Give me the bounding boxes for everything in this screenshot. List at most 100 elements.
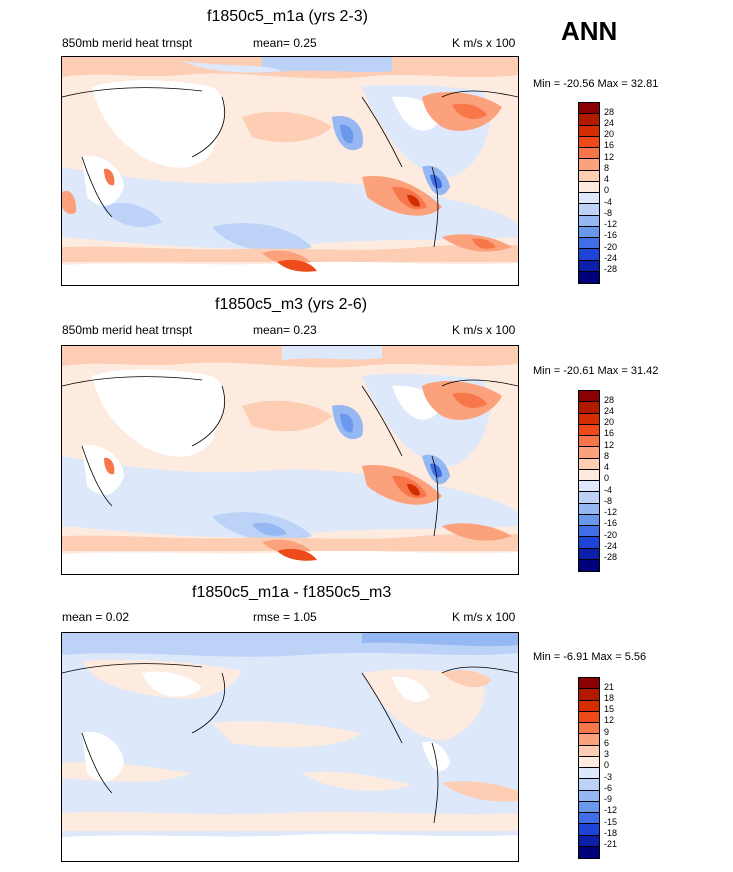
- panel-3-colorbar-swatch: [579, 813, 599, 825]
- panel-2-colorbar-swatch: [579, 548, 599, 560]
- panel-1-title: f1850c5_m1a (yrs 2-3): [207, 8, 368, 25]
- panel-2-colorbar-swatch: [579, 402, 599, 414]
- panel-3-colorbar-swatch: [579, 846, 599, 858]
- panel-3-colorbar-swatch: [579, 711, 599, 723]
- panel-1-map: [61, 56, 519, 286]
- panel-2-colorbar-swatch: [579, 526, 599, 538]
- panel-2-colorbar-swatch: [579, 447, 599, 459]
- panel-3-minmax: Min = -6.91 Max = 5.56: [533, 651, 647, 663]
- colorbar-tick-label: -20: [604, 242, 618, 252]
- colorbar-tick-label: 6: [604, 738, 610, 748]
- panel-2-colorbar-swatch: [579, 413, 599, 425]
- panel-2-colorbar-labels: 28 24 20 16 12 8 4 0 -4 -8 -12 -16 -20 -…: [604, 390, 644, 570]
- colorbar-tick-label: -24: [604, 541, 618, 551]
- panel-2-colorbar-swatch: [579, 469, 599, 481]
- colorbar-tick-label: -16: [604, 230, 618, 240]
- colorbar-tick-label: 0: [604, 185, 610, 195]
- panel-2-variable-label: 850mb merid heat trnspt: [62, 323, 193, 337]
- colorbar-tick-label: -28: [604, 552, 618, 562]
- colorbar-tick-label: 0: [604, 473, 610, 483]
- panel-1-colorbar-swatch: [579, 170, 599, 182]
- colorbar-tick-label: 21: [604, 682, 615, 692]
- colorbar-tick-label: -16: [604, 518, 618, 528]
- panel-2-colorbar-swatch: [579, 503, 599, 515]
- colorbar-tick-label: -15: [604, 817, 618, 827]
- colorbar-tick-label: 8: [604, 163, 610, 173]
- colorbar-tick-label: -12: [604, 507, 618, 517]
- panel-1-colorbar-swatch: [579, 249, 599, 261]
- panel-1-colorbar-swatch: [579, 193, 599, 205]
- colorbar-tick-label: 20: [604, 129, 615, 139]
- panel-3-colorbar-swatch: [579, 689, 599, 701]
- panel-3-units-label: K m/s x 100: [452, 610, 516, 624]
- colorbar-tick-label: -8: [604, 496, 613, 506]
- colorbar-tick-label: 4: [604, 462, 610, 472]
- panel-3-colorbar-swatch: [579, 745, 599, 757]
- panel-1-colorbar-swatch: [579, 238, 599, 250]
- colorbar-tick-label: 0: [604, 760, 610, 770]
- panel-3-colorbar-swatch: [579, 723, 599, 735]
- panel-1-colorbar-swatch: [579, 103, 599, 115]
- panel-3-colorbar-swatch: [579, 768, 599, 780]
- colorbar-tick-label: -24: [604, 253, 618, 263]
- panel-1-colorbar-swatch: [579, 271, 599, 283]
- panel-1-colorbar-swatch: [579, 114, 599, 126]
- colorbar-tick-label: -21: [604, 839, 618, 849]
- panel-2-mean-label: mean= 0.23: [253, 323, 317, 337]
- colorbar-tick-label: -3: [604, 772, 613, 782]
- panel-2-units-label: K m/s x 100: [452, 323, 516, 337]
- panel-3-colorbar-swatch: [579, 824, 599, 836]
- colorbar-tick-label: -4: [604, 197, 613, 207]
- panel-1-units-label: K m/s x 100: [452, 36, 516, 50]
- panel-1-map-field: [62, 57, 518, 285]
- colorbar-tick-label: -18: [604, 828, 618, 838]
- colorbar-tick-label: 16: [604, 140, 615, 150]
- panel-3-map-field: [62, 633, 518, 861]
- panel-3-colorbar-swatch: [579, 779, 599, 791]
- colorbar-tick-label: 28: [604, 395, 615, 405]
- panel-2-colorbar-swatch: [579, 458, 599, 470]
- panel-3-colorbar-swatch: [579, 700, 599, 712]
- panel-1-colorbar-swatch: [579, 159, 599, 171]
- panel-3-colorbar-swatch: [579, 756, 599, 768]
- colorbar-tick-label: 18: [604, 693, 615, 703]
- panel-3-mean-label: mean = 0.02: [62, 610, 130, 624]
- panel-1-colorbar-swatch: [579, 125, 599, 137]
- panel-1-colorbar-swatch: [579, 215, 599, 227]
- panel-2-minmax: Min = -20.61 Max = 31.42: [533, 365, 659, 377]
- panel-1-colorbar-labels: 28 24 20 16 12 8 4 0 -4 -8 -12 -16 -20 -…: [604, 102, 644, 282]
- panel-3-map: [61, 632, 519, 862]
- panel-2-colorbar-swatch: [579, 537, 599, 549]
- colorbar-tick-label: 15: [604, 704, 615, 714]
- panel-2-colorbar-swatch: [579, 481, 599, 493]
- colorbar-tick-label: -28: [604, 264, 618, 274]
- colorbar-tick-label: -12: [604, 805, 618, 815]
- panel-3-colorbar: [578, 677, 600, 859]
- colorbar-tick-label: -20: [604, 530, 618, 540]
- panel-1-colorbar-swatch: [579, 204, 599, 216]
- panel-2-map: [61, 345, 519, 575]
- panel-2-colorbar-swatch: [579, 492, 599, 504]
- colorbar-tick-label: 9: [604, 727, 610, 737]
- colorbar-tick-label: -6: [604, 783, 613, 793]
- panel-1-mean-label: mean= 0.25: [253, 36, 317, 50]
- colorbar-tick-label: 24: [604, 118, 615, 128]
- colorbar-tick-label: 3: [604, 749, 610, 759]
- colorbar-tick-label: 12: [604, 715, 615, 725]
- panel-2-colorbar: [578, 390, 600, 572]
- colorbar-tick-label: -9: [604, 794, 613, 804]
- colorbar-tick-label: 16: [604, 428, 615, 438]
- panel-2-map-field: [62, 346, 518, 574]
- panel-2-colorbar-swatch: [579, 391, 599, 403]
- panel-2-colorbar-swatch: [579, 436, 599, 448]
- panel-2-title: f1850c5_m3 (yrs 2-6): [215, 296, 368, 313]
- panel-1-variable-label: 850mb merid heat trnspt: [62, 36, 193, 50]
- colorbar-tick-label: -12: [604, 219, 618, 229]
- panel-3-colorbar-swatch: [579, 678, 599, 690]
- colorbar-tick-label: 24: [604, 406, 615, 416]
- colorbar-tick-label: -4: [604, 485, 613, 495]
- panel-2-colorbar-swatch: [579, 424, 599, 436]
- colorbar-tick-label: -8: [604, 208, 613, 218]
- panel-3-colorbar-swatch: [579, 790, 599, 802]
- panel-3-colorbar-swatch: [579, 801, 599, 813]
